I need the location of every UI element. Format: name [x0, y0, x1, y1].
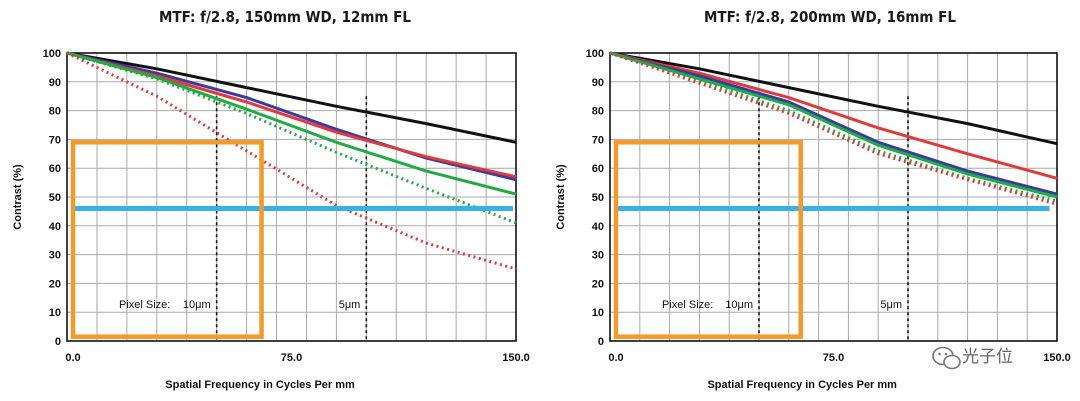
pixel-size-value: 10μm — [725, 299, 753, 311]
y-tick-label: 60 — [49, 163, 61, 175]
series-line-black-solid — [609, 51, 1058, 146]
y-tick-label: 50 — [592, 192, 604, 204]
y-tick-label: 10 — [592, 307, 604, 319]
y-tick-label: 90 — [592, 77, 604, 89]
pixel-size-value: 10μm — [183, 299, 211, 311]
series-line-green-dotted — [66, 51, 517, 225]
x-tick-label: 0.0 — [65, 352, 80, 364]
pixel-size-label: Pixel Size: — [662, 299, 713, 311]
pixel-size-value: 5μm — [880, 299, 902, 311]
y-tick-label: 100 — [586, 48, 604, 60]
pixel-size-label: Pixel Size: — [119, 299, 170, 311]
highlight-box — [613, 140, 803, 339]
y-tick-label: 40 — [49, 221, 61, 233]
y-tick-label: 100 — [43, 48, 61, 60]
watermark: 光子位 — [932, 346, 1013, 370]
chart-title: MTF: f/2.8, 200mm WD, 16mm FL — [704, 8, 956, 26]
y-tick-label: 10 — [49, 307, 61, 319]
y-tick-label: 0 — [598, 336, 604, 348]
y-tick-label: 70 — [49, 134, 61, 146]
mtf-chart-left: MTF: f/2.8, 150mm WD, 12mm FL 0 10 20 30 40 50… — [12, 8, 530, 391]
y-tick-label: 20 — [592, 278, 604, 290]
y-tick-label: 40 — [592, 221, 604, 233]
y-tick-label: 50 — [49, 192, 61, 204]
watermark-text: 光子位 — [962, 347, 1013, 367]
x-axis-label: Spatial Frequency in Cycles Per mm — [707, 379, 897, 391]
plot-frame — [66, 52, 517, 342]
highlight-box — [70, 140, 264, 339]
wechat-icon — [932, 346, 961, 370]
chart-title: MTF: f/2.8, 150mm WD, 12mm FL — [159, 8, 411, 26]
y-axis-label: Contrast (%) — [555, 164, 567, 230]
series-line-green-solid — [66, 51, 517, 196]
series-line-red-dotted — [609, 51, 1058, 206]
y-axis-label: Contrast (%) — [12, 164, 24, 230]
y-tick-label: 30 — [49, 250, 61, 262]
pixel-size-value: 5μm — [339, 299, 361, 311]
x-tick-label: 0.0 — [608, 352, 623, 364]
y-tick-label: 60 — [592, 163, 604, 175]
series-line-blue-solid — [609, 51, 1058, 196]
x-tick-label: 150.0 — [1043, 352, 1071, 364]
x-tick-label: 75.0 — [823, 352, 844, 364]
y-tick-label: 80 — [49, 106, 61, 118]
x-tick-label: 150.0 — [502, 352, 530, 364]
y-tick-label: 80 — [592, 106, 604, 118]
series-line-blue-solid — [66, 51, 517, 182]
series-line-green-dotted — [609, 51, 1058, 203]
series-line-black-solid — [66, 51, 517, 144]
series-line-red-dotted — [66, 51, 517, 271]
series-line-red-solid — [609, 51, 1058, 180]
y-tick-label: 90 — [49, 77, 61, 89]
y-tick-label: 30 — [592, 250, 604, 262]
x-axis-label: Spatial Frequency in Cycles Per mm — [165, 379, 355, 391]
x-tick-label: 75.0 — [281, 352, 302, 364]
mtf-chart-right: MTF: f/2.8, 200mm WD, 16mm FL 0 10 20 30 40 50… — [555, 8, 1071, 391]
y-tick-label: 20 — [49, 278, 61, 290]
y-tick-label: 70 — [592, 134, 604, 146]
y-tick-label: 0 — [55, 336, 61, 348]
